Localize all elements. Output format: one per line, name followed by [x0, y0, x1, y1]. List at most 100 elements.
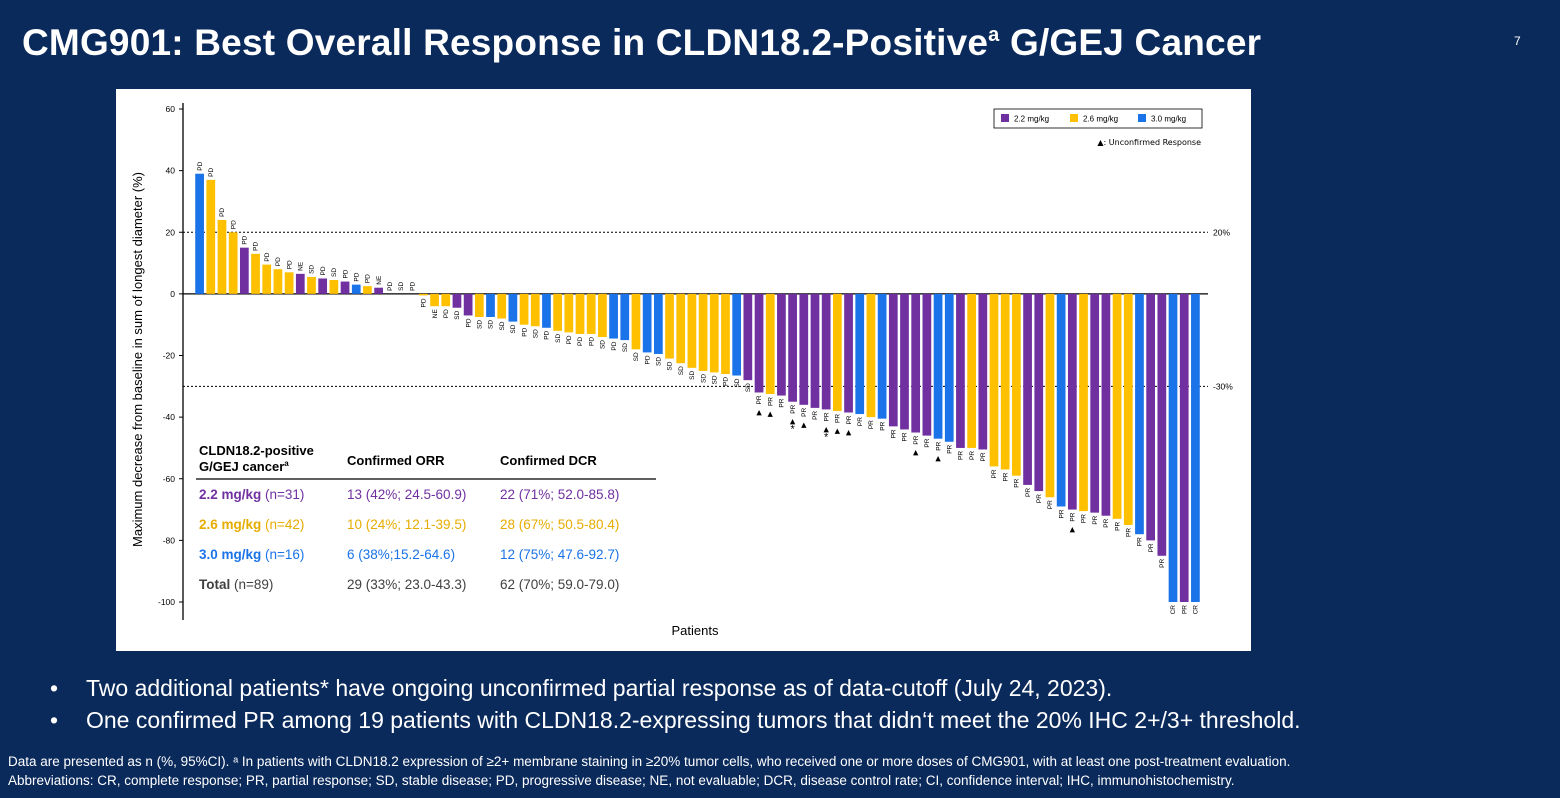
- bar-response-label: PD: [242, 235, 249, 244]
- bar: [1168, 293, 1178, 602]
- bar-response-label: SD: [633, 352, 640, 361]
- bar: [653, 293, 663, 354]
- unconfirmed-marker: ▲: [790, 418, 796, 426]
- bar: [1067, 293, 1077, 510]
- bar: [642, 293, 652, 353]
- bar: [944, 293, 954, 442]
- bar: [832, 293, 842, 411]
- footnote: Data are presented as n (%, 95%CI). ᵃ In…: [8, 752, 1290, 790]
- bar-response-label: SD: [398, 282, 405, 291]
- footnote-line-2: Abbreviations: CR, complete response; PR…: [8, 773, 1235, 788]
- bar: [553, 293, 563, 331]
- bar-response-label: PR: [1103, 518, 1110, 527]
- bullet-item-1: • Two additional patients* have ongoing u…: [50, 675, 1113, 701]
- bar-response-label: PD: [644, 355, 651, 364]
- bar-response-label: PR: [812, 411, 819, 420]
- bar-response-label: SD: [309, 265, 316, 274]
- bar: [486, 293, 495, 317]
- bar-response-label: PR: [902, 432, 909, 441]
- bar-response-label: PD: [275, 257, 282, 266]
- y-axis-label: Maximum decrease from baseline in sum of…: [130, 172, 145, 547]
- bar: [821, 293, 831, 410]
- x-axis-label: Patients: [672, 623, 719, 638]
- additional-patient-marker: *: [824, 431, 829, 443]
- bar-response-label: PR: [1047, 500, 1054, 509]
- bar: [1090, 293, 1100, 513]
- bar-response-label: PD: [253, 241, 260, 250]
- bar-response-label: PR: [1181, 605, 1188, 614]
- bar-response-label: PR: [980, 452, 987, 461]
- bar: [989, 293, 999, 467]
- title-text: CMG901: Best Overall Response in CLDN18.…: [22, 22, 989, 63]
- unconfirmed-marker: ▲: [801, 421, 807, 429]
- bar-response-label: SD: [477, 320, 484, 329]
- bar: [575, 293, 585, 334]
- legend-swatch: [1070, 114, 1078, 122]
- y-tick-label: 0: [170, 289, 175, 299]
- y-tick-label: 60: [166, 104, 176, 114]
- unconfirmed-marker: ▲: [935, 455, 941, 463]
- reference-line-label: 20%: [1213, 227, 1230, 237]
- bar-response-label: CR: [1193, 605, 1200, 615]
- bar: [1191, 293, 1200, 602]
- bar-response-label: PD: [320, 266, 327, 275]
- bar: [866, 293, 876, 418]
- table-row-dose: 2.6 mg/kg (n=42): [199, 517, 304, 532]
- bar-response-label: PR: [879, 421, 886, 430]
- y-tick-label: -20: [163, 351, 176, 361]
- table-row-orr: 6 (38%;15.2-64.6): [347, 547, 455, 562]
- bar: [732, 293, 742, 376]
- bar-response-label: PR: [891, 429, 898, 438]
- table-header-dcr: Confirmed DCR: [500, 453, 597, 468]
- bar-response-label: PR: [991, 469, 998, 478]
- bar: [1045, 293, 1055, 498]
- bar-response-label: PD: [566, 335, 573, 344]
- unconfirmed-marker: ▲: [768, 410, 774, 418]
- bar-response-label: PD: [421, 298, 428, 307]
- table-row-dcr: 62 (70%; 59.0-79.0): [500, 577, 619, 592]
- bar-response-label: PD: [342, 269, 349, 278]
- bar: [262, 264, 272, 294]
- bar-response-label: SD: [600, 340, 607, 349]
- bar: [1034, 293, 1044, 492]
- reference-line-label: -30%: [1213, 381, 1233, 391]
- bar-response-label: SD: [734, 378, 741, 387]
- bar-response-label: SD: [510, 324, 517, 333]
- bar: [239, 247, 249, 294]
- legend-box: [993, 108, 1203, 129]
- bar: [284, 272, 294, 294]
- bar: [665, 293, 674, 359]
- additional-patient-marker: *: [790, 424, 795, 436]
- bar-response-label: SD: [667, 361, 674, 370]
- bar-response-label: SD: [331, 268, 338, 277]
- bar-response-label: PR: [924, 438, 931, 447]
- bar: [530, 293, 540, 327]
- bar-response-label: PR: [1025, 488, 1032, 497]
- bar-response-label: PR: [1092, 515, 1099, 524]
- bar-response-label: PR: [846, 415, 853, 424]
- y-tick-label: -40: [163, 412, 176, 422]
- bar: [788, 293, 797, 402]
- bar-response-label: SD: [745, 383, 752, 392]
- bar: [542, 293, 551, 328]
- bar-response-label: PD: [286, 260, 293, 269]
- bar-response-label: PD: [387, 282, 394, 291]
- bar-response-label: PR: [913, 435, 920, 444]
- bar: [463, 293, 473, 316]
- bar: [307, 276, 316, 294]
- bar: [967, 293, 976, 448]
- unconfirmed-marker: ▲: [756, 408, 762, 416]
- title-superscript: a: [988, 24, 1000, 46]
- bar: [1000, 293, 1010, 470]
- bar-response-label: PD: [577, 337, 584, 346]
- bar-response-label: PR: [1081, 514, 1088, 523]
- bar-response-label: PR: [835, 414, 842, 423]
- unconfirmed-legend-note: ▲: Unconfirmed Response: [1097, 138, 1201, 147]
- table-header-group-line1: CLDN18.2-positive: [199, 443, 314, 458]
- bullet-item-2: • One confirmed PR among 19 patients with…: [50, 707, 1301, 733]
- bar: [329, 280, 339, 294]
- unconfirmed-marker: ▲: [823, 425, 829, 433]
- table-row-orr: 13 (42%; 24.5-60.9): [347, 487, 466, 502]
- bar: [508, 293, 518, 322]
- bar: [911, 293, 921, 433]
